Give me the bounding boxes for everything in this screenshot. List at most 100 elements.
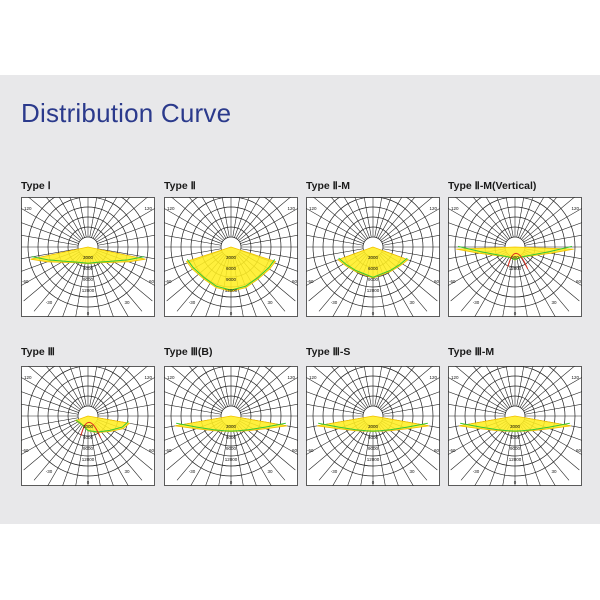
grid-spoke <box>505 366 514 407</box>
grid-spoke <box>524 403 582 415</box>
grid-spoke <box>306 234 364 246</box>
distribution-curve-green <box>460 422 570 432</box>
grid-spoke <box>170 197 224 241</box>
ring-value-label: 12000 <box>367 457 380 462</box>
grid-spoke <box>240 248 298 260</box>
grid-spoke <box>474 255 511 317</box>
grid-spoke <box>521 197 558 240</box>
grid-spoke <box>97 234 155 246</box>
grid-spoke <box>75 256 87 317</box>
grid-spoke <box>218 425 230 486</box>
grid-spoke <box>23 422 81 471</box>
grid-spoke <box>523 251 582 287</box>
grid-spoke <box>379 423 428 481</box>
grid-spoke <box>97 222 155 244</box>
grid-spoke <box>489 256 512 317</box>
grid-spoke <box>91 366 107 407</box>
grid-spoke <box>374 197 383 238</box>
grid-spoke <box>240 222 298 244</box>
grid-spoke <box>448 234 506 246</box>
grid-spoke <box>343 197 369 239</box>
ring-value-label: 9000 <box>510 446 521 451</box>
angle-label: -30 <box>473 469 480 474</box>
angle-label: 60 <box>149 279 155 284</box>
ring-value-label: 3000 <box>226 255 237 260</box>
grid-spoke <box>312 366 366 410</box>
grid-spoke <box>489 425 512 486</box>
distribution-curve-green <box>176 422 286 432</box>
grid-spoke <box>523 376 582 412</box>
distribution-curve-green <box>318 422 428 432</box>
grid-spoke <box>45 197 82 240</box>
grid-spoke <box>97 403 155 415</box>
grid-spoke <box>518 256 541 317</box>
ring-value-label: 12000 <box>367 288 380 293</box>
grid-spoke <box>45 366 82 409</box>
ring-value-label: 6000 <box>83 435 94 440</box>
grid-spoke <box>382 391 440 413</box>
diagram-label: Type Ⅲ-M <box>448 346 495 358</box>
ring-value-label: 12000 <box>82 457 95 462</box>
grid-spoke <box>505 197 514 238</box>
diagram-label: Type Ⅰ <box>21 180 51 192</box>
grid-spoke <box>92 255 129 317</box>
angle-label: -30 <box>473 300 480 305</box>
ring-value-label: 9000 <box>226 277 237 282</box>
angle-label: -60 <box>307 448 314 453</box>
grid-spoke <box>69 366 85 407</box>
grid-spoke <box>381 207 440 243</box>
grid-spoke <box>235 424 272 486</box>
angle-label: 30 <box>409 300 415 305</box>
angle-label: 0 <box>230 480 233 485</box>
grid-spoke <box>474 424 511 486</box>
grid-spoke <box>97 391 155 413</box>
grid-spoke <box>376 197 392 238</box>
grid-spoke <box>94 423 143 481</box>
grid-spoke <box>377 424 414 486</box>
polar-diagram: 3000 6000 9000 12000 120 120 -60 60 -30 30 0 <box>164 366 298 486</box>
grid-spoke <box>460 254 509 312</box>
angle-label: 60 <box>434 279 440 284</box>
grid-spoke <box>89 425 101 486</box>
grid-spoke <box>354 366 370 407</box>
grid-spoke <box>240 403 298 415</box>
grid-spoke <box>221 197 230 238</box>
grid-spoke <box>164 376 223 412</box>
diagram-label: Type Ⅲ <box>21 346 55 358</box>
grid-spoke <box>376 425 399 486</box>
grid-spoke <box>212 366 228 407</box>
grid-spoke <box>164 248 222 260</box>
grid-spoke <box>448 403 506 415</box>
grid-spoke <box>237 197 274 240</box>
angle-label: 120 <box>451 375 459 380</box>
angle-label: 120 <box>24 375 32 380</box>
angle-label: 120 <box>24 206 32 211</box>
grid-spoke <box>58 197 84 239</box>
grid-spoke <box>95 366 149 410</box>
distribution-curve-green <box>457 245 573 261</box>
grid-spoke <box>380 366 434 410</box>
grid-spoke <box>374 425 386 486</box>
grid-spoke <box>97 248 155 260</box>
grid-spoke <box>91 197 107 238</box>
grid-spoke <box>188 366 225 409</box>
grid-spoke <box>521 254 570 312</box>
angle-label: 120 <box>451 206 459 211</box>
angle-label: 120 <box>144 375 152 380</box>
distribution-curve-red <box>507 252 529 270</box>
grid-spoke <box>94 254 143 312</box>
ring-value-label: 9000 <box>226 446 237 451</box>
grid-spoke <box>306 403 364 415</box>
grid-spoke <box>519 424 556 486</box>
grid-spoke <box>382 248 440 260</box>
angle-label: 30 <box>267 300 273 305</box>
angle-label: -30 <box>189 469 196 474</box>
grid-spoke <box>472 366 509 409</box>
diagram-label: Type Ⅲ(B) <box>164 346 213 358</box>
grid-spoke <box>380 197 434 241</box>
ring-value-label: 6000 <box>226 435 237 440</box>
polar-diagram: 3000 6000 9000 12000 120 120 -60 60 -30 30 0 <box>306 197 440 317</box>
grid-spoke <box>502 425 514 486</box>
angle-label: 120 <box>309 375 317 380</box>
angle-label: 0 <box>87 311 90 316</box>
